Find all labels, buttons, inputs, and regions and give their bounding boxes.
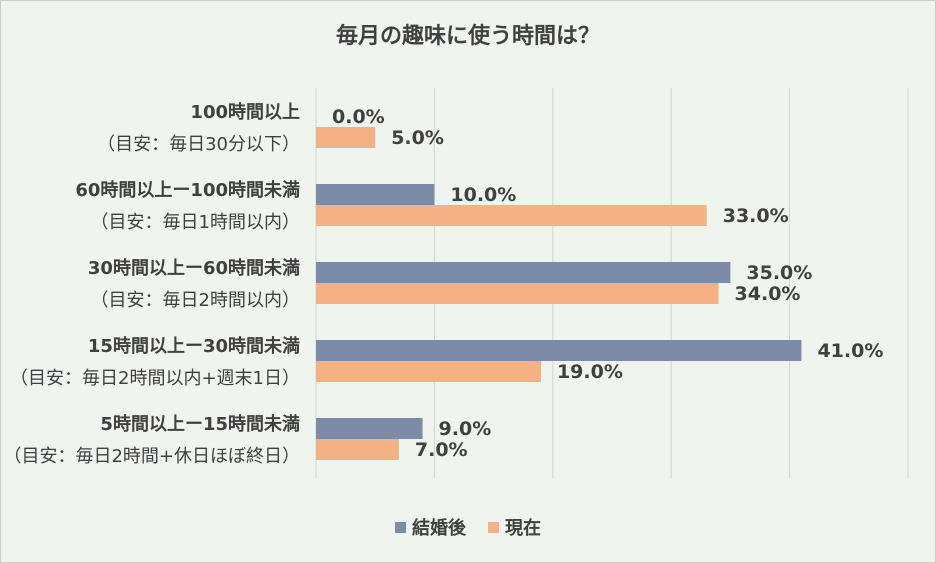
bar (316, 340, 802, 361)
category-label: （目安：毎日2時間以内） (91, 290, 300, 311)
chart-title: 毎月の趣味に使う時間は？ (335, 24, 600, 49)
bar (316, 418, 423, 439)
data-label: 10.0% (450, 184, 516, 206)
category-label: （目安：毎日2時間以内+週末1日） (10, 368, 300, 389)
legend: 結婚後 現在 (0, 514, 936, 540)
legend-item-current[interactable]: 現在 (488, 514, 541, 540)
category-label: 30時間以上ー60時間未満 (88, 257, 300, 279)
bar (316, 184, 435, 205)
data-labels: 0.0% 5.0% 10.0% 33.0% 35.0%34.0% 41.0% 19.0% 9.… (332, 106, 883, 461)
bar (316, 439, 399, 460)
bar (316, 361, 541, 382)
bar (316, 283, 719, 304)
data-label: 34.0% (735, 283, 801, 305)
legend-swatch-current (488, 521, 499, 533)
category-label: （目安：毎日2時間+休日ほぼ終日） (3, 446, 300, 467)
category-label: 60時間以上ー100時間未満 (75, 179, 300, 201)
data-label: 35.0% (746, 262, 812, 284)
data-label: 19.0% (557, 361, 623, 383)
category-labels: 100時間以上 （目安：毎日30分以下） 60時間以上ー100時間未満 （目安：毎日1… (3, 102, 300, 467)
legend-label-married: 結婚後 (412, 518, 466, 539)
data-label: 5.0% (391, 127, 444, 149)
category-label: （目安：毎日30分以下） (97, 134, 300, 155)
legend-item-married[interactable]: 結婚後 (395, 514, 466, 540)
data-label: 41.0% (817, 340, 883, 362)
bars (316, 127, 802, 460)
bar (316, 262, 731, 283)
data-label: 33.0% (723, 205, 789, 227)
legend-label-current: 現在 (505, 518, 541, 539)
legend-swatch-married (395, 521, 406, 533)
category-label: 5時間以上ー15時間未満 (100, 413, 300, 435)
data-label: 0.0% (332, 106, 385, 128)
data-label: 7.0% (415, 439, 468, 461)
bar (316, 205, 707, 226)
data-label: 9.0% (439, 418, 492, 440)
category-label: （目安：毎日1時間以内） (91, 212, 300, 233)
category-label: 100時間以上 (190, 102, 300, 123)
bar (316, 127, 376, 148)
category-label: 15時間以上ー30時間未満 (88, 335, 300, 357)
